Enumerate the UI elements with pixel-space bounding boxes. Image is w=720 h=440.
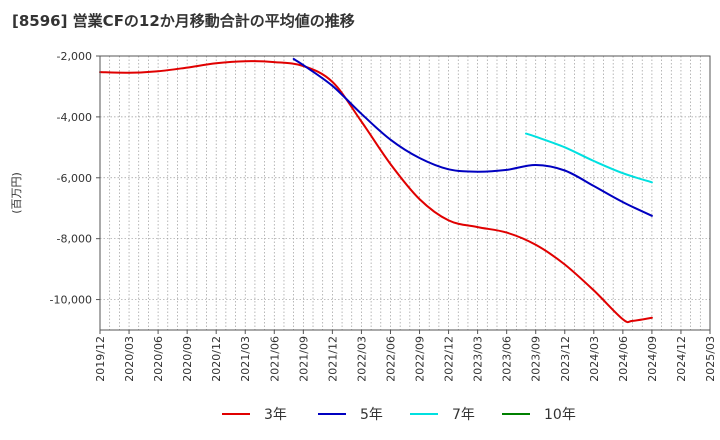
x-tick-label: 2024/06 (617, 336, 630, 382)
x-tick-label: 2022/03 (355, 336, 368, 382)
x-tick-label: 2021/06 (268, 336, 281, 382)
x-tick-label: 2020/03 (123, 336, 136, 382)
y-axis-ticks: -2,000 -4,000 -6,000 -8,000 -10,000 (50, 50, 100, 307)
x-tick-label: 2022/09 (414, 336, 427, 382)
x-tick-label: 2022/12 (443, 336, 456, 382)
y-tick-label: -6,000 (57, 172, 92, 185)
x-tick-label: 2024/03 (588, 336, 601, 382)
plot-area-frame (99, 55, 711, 331)
series-lines (99, 58, 653, 324)
series-line-5年 (292, 58, 653, 217)
x-tick-label: 2023/09 (530, 336, 543, 382)
x-tick-label: 2020/12 (210, 336, 223, 382)
x-tick-label: 2019/12 (94, 336, 107, 382)
legend-label-5年: 5年 (360, 407, 383, 423)
legend-label-3年: 3年 (264, 407, 287, 423)
y-tick-label: -2,000 (57, 50, 92, 63)
y-tick-label: -8,000 (57, 233, 92, 246)
y-tick-label: -4,000 (57, 111, 92, 124)
series-line-3年 (99, 60, 653, 324)
x-tick-label: 2023/12 (559, 336, 572, 382)
x-axis-ticks: 2019/12 2020/03 2020/06 2020/09 2020/12 2021/… (94, 330, 717, 382)
x-tick-label: 2021/03 (239, 336, 252, 382)
x-tick-label: 2025/03 (704, 336, 717, 382)
chart-title: [8596] 営業CFの12か月移動合計の平均値の推移 (12, 12, 355, 30)
grid (100, 55, 710, 330)
legend-label-7年: 7年 (452, 407, 475, 423)
x-tick-label: 2021/12 (326, 336, 339, 382)
x-tick-label: 2020/09 (181, 336, 194, 382)
x-tick-label: 2024/12 (675, 336, 688, 382)
x-tick-label: 2024/09 (646, 336, 659, 382)
legend-label-10年: 10年 (544, 407, 576, 423)
y-axis-label: (百万円) (10, 172, 23, 214)
x-tick-label: 2023/03 (472, 336, 485, 382)
x-tick-label: 2023/06 (501, 336, 514, 382)
legend: 3年 5年 7年 10年 (222, 407, 576, 423)
x-tick-label: 2021/09 (297, 336, 310, 382)
y-tick-label: -10,000 (50, 294, 92, 307)
series-line-7年 (525, 132, 653, 184)
x-tick-label: 2022/06 (384, 336, 397, 382)
x-tick-label: 2020/06 (152, 336, 165, 382)
